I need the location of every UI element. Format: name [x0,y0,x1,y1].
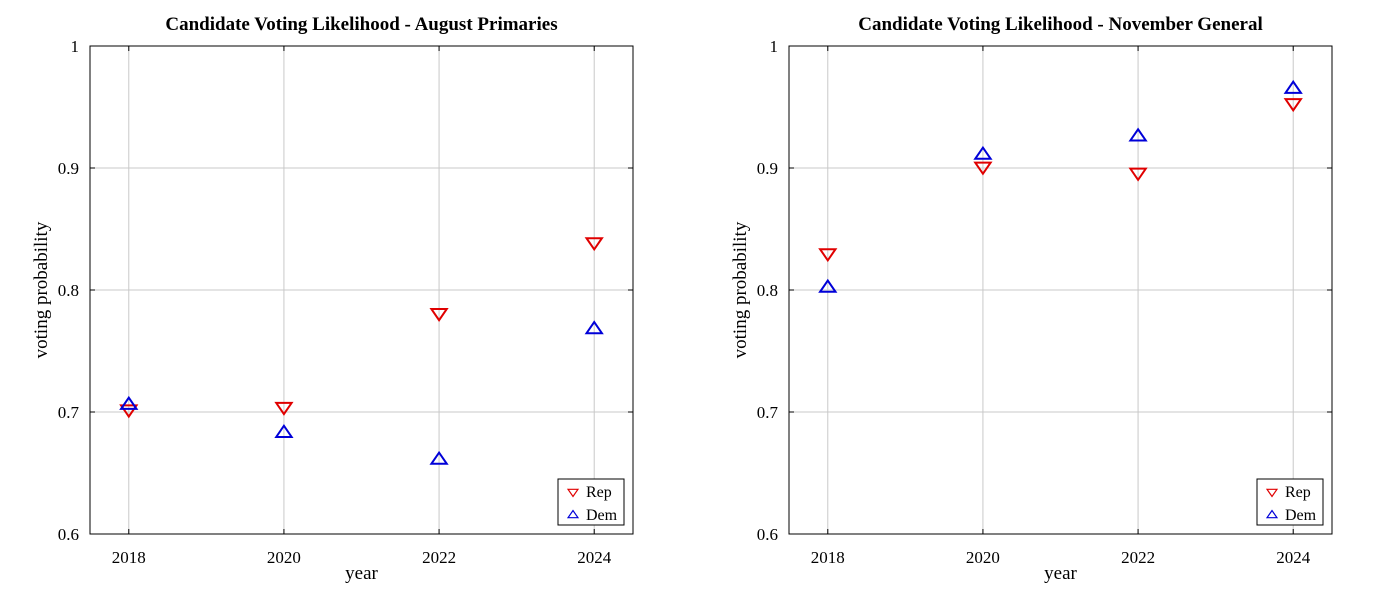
data-point-dem [1283,79,1303,94]
x-axis-label: year [345,563,378,584]
legend: Rep Dem [1256,478,1324,526]
y-tick-label: 0.8 [757,281,778,300]
x-axis-label: year [1044,563,1077,584]
y-tick-label: 0.9 [757,159,778,178]
legend-marker-dem [1265,509,1279,519]
data-point-rep [973,161,993,176]
data-point-dem [584,320,604,335]
y-tick-label: 0.7 [757,403,779,422]
data-point-rep [818,248,838,263]
x-tick-label: 2024 [577,548,612,567]
data-point-rep [274,401,294,416]
x-tick-label: 2022 [422,548,456,567]
data-point-rep [584,237,604,252]
data-point-dem [973,145,993,160]
data-point-dem [818,278,838,293]
legend-marker-rep [1265,488,1279,498]
legend-label-rep: Rep [586,484,612,501]
data-point-rep [1283,98,1303,113]
y-tick-label: 1 [770,37,779,56]
data-point-dem [1128,127,1148,142]
data-point-rep [1128,167,1148,182]
data-point-dem [274,423,294,438]
y-tick-label: 0.8 [58,281,79,300]
data-point-rep [429,307,449,322]
data-point-dem [429,450,449,465]
chart-title: Candidate Voting Likelihood - November G… [858,14,1262,35]
data-point-dem [119,395,139,410]
y-tick-label: 0.6 [58,525,79,544]
x-tick-label: 2020 [267,548,301,567]
legend-label-rep: Rep [1285,484,1311,501]
x-tick-label: 2024 [1276,548,1311,567]
x-tick-label: 2020 [966,548,1000,567]
data-point-rep [119,404,139,419]
legend-marker-rep [566,488,580,498]
y-tick-label: 0.7 [58,403,80,422]
legend-marker-dem [566,509,580,519]
legend-label-dem: Dem [1285,507,1317,524]
chart-panel-1: 2018 2020 2022 2024 0.6 0.7 0.8 0.9 1 Candidate V… [31,14,634,584]
chart-title: Candidate Voting Likelihood - August Pri… [165,14,557,35]
y-axis-label: voting probability [31,221,52,358]
x-tick-label: 2018 [112,548,146,567]
y-axis-label: voting probability [730,221,751,358]
chart-panel-2: 2018 2020 2022 2024 0.6 0.7 0.8 0.9 1 Candidate V… [730,14,1333,584]
y-tick-label: 0.6 [757,525,778,544]
legend-label-dem: Dem [586,507,618,524]
y-tick-label: 0.9 [58,159,79,178]
legend: Rep Dem [557,478,625,526]
x-tick-label: 2022 [1121,548,1155,567]
y-tick-label: 1 [71,37,80,56]
x-tick-label: 2018 [811,548,845,567]
